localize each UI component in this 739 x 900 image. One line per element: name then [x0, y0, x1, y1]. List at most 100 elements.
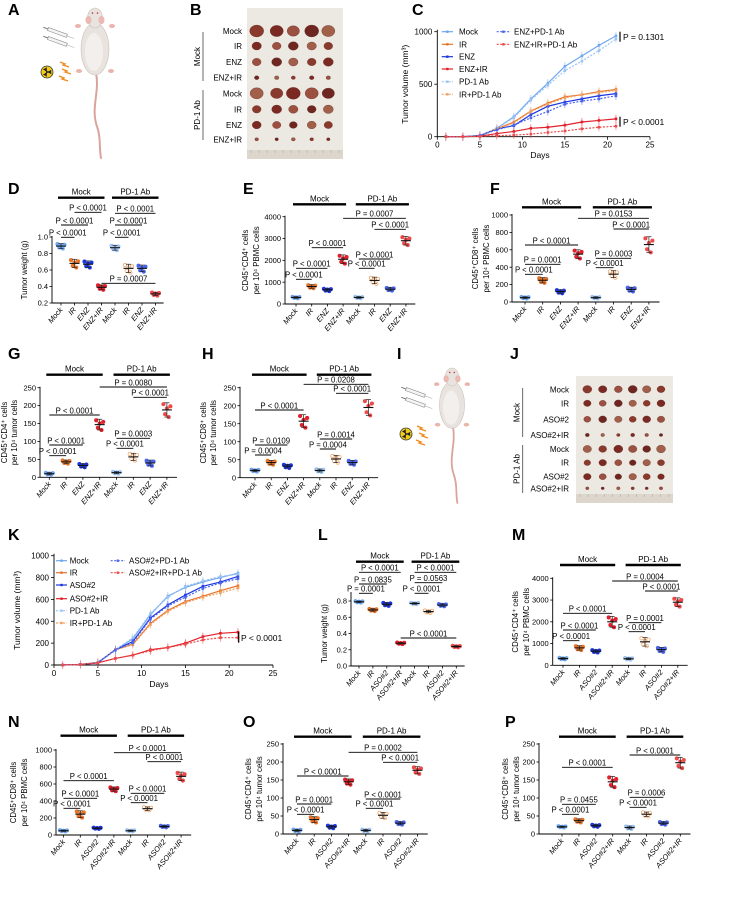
dot-plot-f: 0 200 400 600 800 1000 CD45⁺CD8⁺ cells per 10⁴ …	[471, 197, 660, 331]
group-label: Mock	[513, 402, 522, 422]
syringe-plunger	[401, 386, 407, 390]
x-tick-label: 20	[603, 141, 612, 150]
category-label: IR	[72, 837, 84, 849]
p-value-label: P < 0.0001	[618, 623, 656, 632]
category-7	[411, 765, 423, 776]
x-axis-label: Days	[149, 679, 168, 689]
data-point	[512, 133, 516, 137]
radiation-blade	[42, 72, 47, 78]
mouse-paw	[434, 382, 440, 386]
data-point	[639, 636, 644, 641]
y-tick-label: 0	[531, 830, 535, 839]
group-label: PD-1 Ab	[193, 100, 202, 130]
data-point	[114, 648, 117, 652]
data-point	[368, 275, 374, 280]
row-label: Mock	[223, 89, 243, 98]
data-point	[407, 236, 412, 241]
category-label: IR	[571, 836, 583, 848]
p-value-label: P = 0.0007	[356, 210, 394, 219]
panel-label-n: N	[8, 714, 20, 731]
category-5	[640, 810, 653, 819]
category-label: Mock	[510, 304, 529, 324]
data-point	[298, 413, 303, 419]
category-7	[175, 770, 187, 783]
tumor	[583, 473, 592, 481]
category-0	[353, 599, 365, 605]
p-value-annotation: P < 0.0001	[623, 117, 664, 127]
p-value-label: P < 0.0001	[293, 260, 331, 269]
data-point	[429, 608, 435, 614]
group-label: PD-1 Ab	[640, 727, 670, 736]
radiation-blade	[401, 434, 406, 440]
p-value-label: P < 0.0001	[106, 440, 144, 449]
legend-label: Mock	[70, 557, 90, 566]
data-point	[201, 638, 205, 642]
p-value-label: P < 0.0001	[364, 790, 402, 799]
legend-marker	[60, 597, 63, 600]
lightning-icon	[58, 61, 72, 82]
data-point	[184, 595, 187, 599]
data-point	[607, 775, 612, 780]
tumor	[323, 121, 333, 129]
y-tick-label: 0.8	[337, 597, 347, 606]
legend-label: ENZ	[459, 53, 475, 62]
data-point	[614, 94, 618, 98]
row-label: IR	[234, 105, 242, 114]
tumor	[628, 385, 638, 394]
category-label: Mock	[282, 836, 301, 856]
category-3	[298, 413, 310, 430]
data-point	[149, 649, 152, 653]
group-label: Mock	[310, 194, 330, 203]
tumor	[269, 25, 284, 37]
category-label: IR	[637, 667, 649, 679]
p-value-label: P < 0.0001	[619, 799, 657, 808]
panel-label-f: F	[490, 181, 500, 198]
data-point	[374, 607, 379, 612]
p-value-label: P < 0.0001	[586, 259, 624, 268]
panel-label-l: L	[318, 527, 328, 544]
tumor	[600, 486, 605, 490]
tumor	[642, 385, 652, 394]
group-label: Mock	[193, 46, 202, 66]
category-3	[95, 283, 108, 292]
category-2	[281, 462, 293, 471]
y-tick-label: 250	[23, 383, 36, 392]
data-point	[177, 776, 182, 781]
data-point	[443, 602, 448, 607]
category-label: IR	[66, 305, 78, 317]
row-label: IR	[234, 42, 242, 51]
data-point	[114, 657, 117, 660]
legend-label: ENZ+PD-1 Ab	[514, 28, 565, 37]
data-point	[219, 575, 222, 578]
category-4	[125, 828, 137, 834]
category-label: Mock	[581, 304, 600, 324]
legend-label: PD-1 Ab	[70, 607, 100, 616]
category-7	[450, 643, 462, 650]
y-tick-label: 150	[522, 776, 535, 785]
tumor-photo-j: Mock IR ASO#2 ASO#2+IR Mock IR ASO#2 ASO#2+IR Mo…	[513, 376, 673, 503]
y-tick-label: 400	[36, 617, 50, 626]
syringe-barrel	[47, 36, 68, 47]
dot-plot-g: 0 50 100 150 200 250 CD45⁺CD4⁺ cells per 10⁴ tu…	[0, 365, 177, 506]
p-value-label: P < 0.0001	[287, 806, 325, 815]
p-value-label: P < 0.0001	[120, 794, 158, 803]
lightning-bolt	[58, 75, 69, 82]
data-point	[402, 241, 407, 246]
data-point	[572, 248, 577, 253]
category-7	[362, 399, 374, 418]
row-label: IR	[561, 459, 569, 468]
tumor	[614, 415, 623, 423]
category-label: Mock	[344, 306, 363, 326]
y-axis-label: CD45⁺CD4⁺ cells	[244, 758, 253, 820]
category-0	[556, 824, 568, 830]
category-label: IR	[638, 836, 650, 848]
category-5	[368, 275, 381, 286]
tumor	[616, 486, 621, 490]
data-point	[608, 782, 613, 788]
p-value-label: P < 0.0001	[568, 759, 606, 768]
data-point	[512, 123, 516, 127]
mouse-eye	[91, 12, 94, 14]
data-point	[563, 65, 567, 68]
syringe-plunger	[43, 26, 49, 30]
tumor	[657, 415, 665, 423]
